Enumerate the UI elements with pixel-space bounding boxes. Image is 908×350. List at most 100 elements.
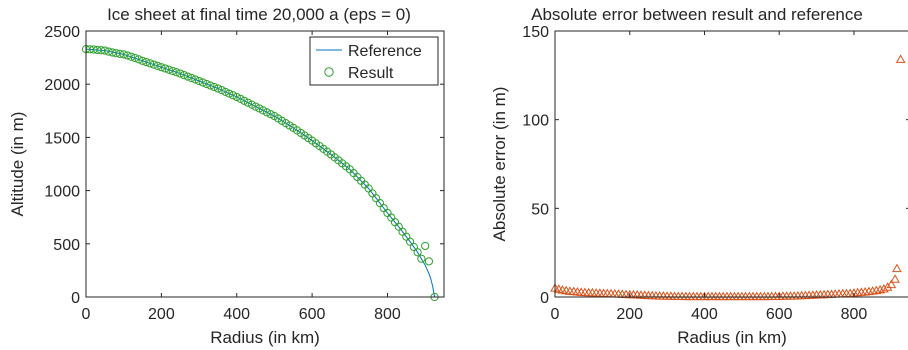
result-point [191,75,200,84]
result-point [259,106,268,115]
legend: Reference Result [309,36,439,86]
result-point [194,76,204,86]
chart-title: Ice sheet at final time 20,000 a (eps = … [107,5,411,24]
result-point [255,104,264,113]
y-tick-label: 500 [53,237,80,254]
result-point [232,92,241,102]
result-point [168,66,177,76]
legend-result-marker [324,67,334,77]
x-tick-label: 0 [82,306,91,323]
result-point [247,100,256,109]
legend-reference-label: Reference [348,43,422,60]
x-tick-label: 200 [148,306,175,323]
result-point [206,81,215,90]
chart-absolute-error: Absolute error between result and refere… [490,5,908,347]
result-point [183,72,192,81]
result-point [127,52,136,61]
result-point [409,242,418,252]
y-axis-label: Absolute error (in m) [490,87,509,242]
result-point [236,94,245,103]
chart-ice-sheet: Ice sheet at final time 20,000 a (eps = … [8,5,445,347]
result-point [210,82,219,92]
result-point [108,48,117,57]
result-point [251,102,260,111]
result-point [138,56,147,65]
x-tick-label: 800 [374,306,401,323]
result-point [225,89,234,98]
error-point [875,284,885,294]
result-point [217,86,226,95]
y-tick-label: 1000 [44,184,80,201]
result-point [243,98,253,107]
result-point [100,46,109,55]
x-tick-label: 800 [841,306,868,323]
x-tick-label: 600 [299,306,326,323]
result-point [172,68,181,77]
x-tick-label: 600 [766,306,793,323]
x-axis-label: Radius (in km) [210,328,320,347]
result-point [130,53,140,63]
y-tick-label: 50 [531,201,549,218]
error-point [878,284,889,293]
x-tick-label: 0 [551,306,560,323]
chart-title: Absolute error between result and refere… [531,5,863,24]
result-point [157,63,166,72]
result-point [123,51,132,60]
y-tick-label: 2000 [44,77,80,94]
result-point [202,79,211,89]
result-point [145,59,155,68]
result-point [153,61,162,70]
y-tick-label: 0 [71,290,80,307]
y-tick-label: 100 [522,113,549,130]
result-point [221,87,230,96]
error-point [886,279,897,289]
result-point [149,60,158,69]
error-point [895,54,906,63]
axis-ticks: 0 200 400 600 800 0 500 1000 1500 2000 2500 [44,24,444,323]
x-tick-label: 400 [691,306,718,323]
result-point [115,49,125,58]
result-point [198,78,207,87]
result-point [142,57,151,67]
result-point [187,73,196,83]
plot-area [81,44,439,302]
result-point [112,49,121,58]
result-point [176,69,185,78]
result-point [104,47,113,56]
result-point [405,237,415,246]
error-point [890,274,900,283]
result-point [424,257,434,266]
result-point [179,70,189,80]
result-point [421,241,430,251]
error-point [871,285,882,295]
y-tick-label: 2500 [44,24,80,41]
axis-ticks: 0 200 400 600 800 0 50 100 150 [522,24,908,323]
y-tick-label: 150 [522,24,549,41]
result-point [413,248,422,257]
y-tick-label: 0 [540,290,549,307]
result-point [134,55,143,64]
x-tick-label: 200 [616,306,643,323]
error-point [892,263,902,273]
y-tick-label: 1500 [44,130,80,147]
result-point [262,108,271,117]
legend-result-label: Result [348,65,394,82]
series-line-reference [85,48,436,298]
x-tick-label: 400 [223,306,250,323]
result-point [228,91,238,100]
result-point [213,84,222,93]
legend-box [309,36,439,86]
result-point [266,110,275,119]
axes-box [85,30,445,298]
result-point [96,46,106,55]
result-point [119,50,128,59]
result-point [240,96,249,105]
y-axis-label: Altitude (in m) [8,112,27,217]
plot-area [550,54,906,301]
x-axis-label: Radius (in km) [677,328,787,347]
axes-box [554,30,908,298]
result-point [417,254,426,263]
error-point [882,282,893,291]
result-point [164,65,174,74]
